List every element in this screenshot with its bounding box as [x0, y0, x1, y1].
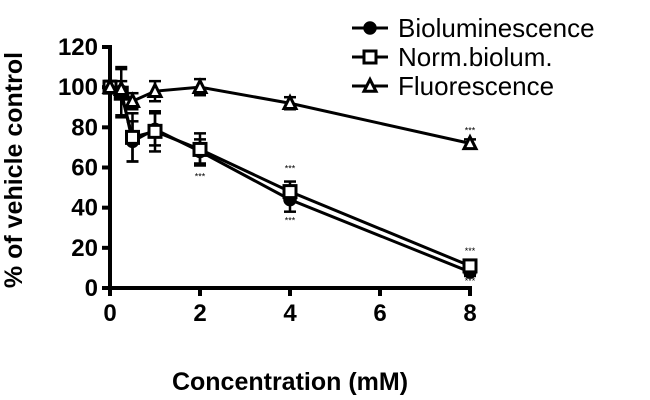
significance-label: *** [465, 246, 476, 256]
series-layer [101, 65, 479, 279]
triangle-marker [101, 77, 119, 94]
significance-label: *** [195, 172, 206, 182]
x-tick-label: 2 [193, 300, 206, 327]
significance-label: *** [285, 216, 296, 226]
triangle-marker [461, 133, 479, 151]
legend-label: Bioluminescence [398, 13, 595, 43]
triangle-marker [361, 76, 379, 93]
x-axis-label: Concentration (mM) [172, 368, 408, 396]
y-tick-label: 120 [58, 34, 98, 61]
x-tick-label: 6 [373, 300, 386, 327]
triangle-marker [191, 77, 209, 94]
series-line [109, 85, 471, 268]
square-marker [362, 49, 378, 65]
significance-label: *** [465, 276, 476, 286]
y-tick-label: 40 [71, 195, 98, 222]
x-tick-label: 8 [463, 300, 476, 327]
significance-label: *** [285, 164, 296, 174]
square-marker [192, 141, 208, 157]
square-marker [147, 123, 163, 139]
annotation-layer: *** *** *** *** *** *** [195, 125, 476, 286]
square-marker [125, 129, 140, 145]
triangle-marker [281, 93, 299, 111]
y-tick-label: 80 [71, 114, 98, 141]
y-tick-label: 20 [71, 235, 98, 262]
legend-label: Norm.biolum. [398, 42, 553, 72]
ticks: 0 20 40 60 80 100 120 0 2 4 6 8 [58, 34, 477, 327]
square-marker [282, 184, 298, 200]
legend-item: Bioluminescence [352, 13, 595, 43]
y-tick-label: 0 [85, 275, 98, 302]
x-tick-label: 4 [283, 300, 297, 327]
significance-label: *** [465, 125, 476, 135]
x-tick-label: 0 [103, 300, 116, 327]
y-tick-label: 100 [58, 74, 98, 101]
circle-marker [363, 21, 377, 35]
triangle-marker [146, 81, 164, 98]
y-tick-label: 60 [71, 155, 98, 182]
legend-item: Norm.biolum. [352, 42, 553, 72]
legend-item: Fluorescence [352, 71, 554, 101]
square-marker [462, 258, 478, 274]
legend-label: Fluorescence [398, 71, 554, 101]
y-axis-label: % of vehicle control [0, 52, 28, 288]
triangle-marker [124, 91, 141, 109]
series-triangle [101, 77, 479, 151]
triangle-marker [112, 79, 130, 96]
